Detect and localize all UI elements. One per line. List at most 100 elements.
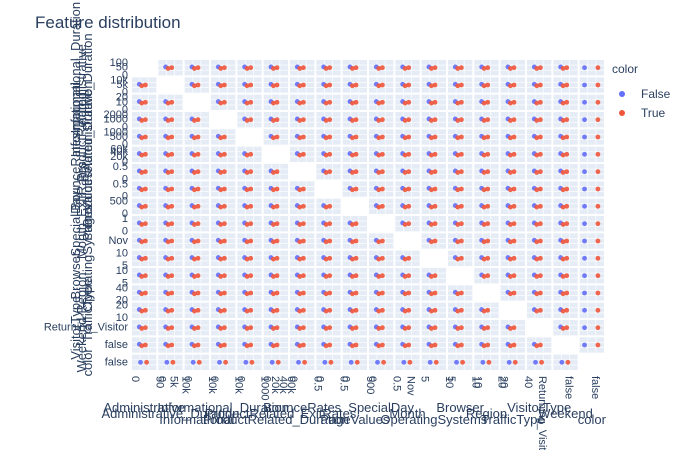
point-false — [582, 134, 587, 140]
point-true — [327, 221, 333, 227]
matrix-cell — [500, 337, 525, 353]
point-true — [353, 82, 359, 88]
point-true — [564, 325, 570, 331]
matrix-cell — [184, 268, 209, 284]
matrix-cell — [211, 60, 236, 76]
matrix-cell — [553, 94, 578, 110]
cell-background — [579, 164, 604, 180]
matrix-cell — [237, 250, 262, 266]
point-true — [221, 134, 227, 140]
x-tick-label: 5 — [445, 376, 457, 382]
point-true — [323, 326, 329, 331]
matrix-cell — [132, 198, 157, 214]
cell-background — [579, 112, 604, 128]
matrix-cell — [369, 146, 394, 162]
matrix-cell — [158, 94, 183, 110]
point-true — [595, 203, 601, 209]
y-tick-label: 10k — [110, 74, 128, 86]
point-true — [297, 187, 303, 193]
matrix-cell — [395, 129, 420, 145]
point-true — [300, 117, 306, 123]
x-tick-label: 10k — [180, 376, 192, 394]
matrix-cell — [158, 233, 183, 249]
point-true — [274, 342, 280, 348]
point-true — [485, 255, 491, 261]
point-true — [248, 255, 254, 261]
matrix-cell — [158, 268, 183, 284]
point-true — [485, 151, 491, 157]
y-tick-label: 40 — [116, 282, 128, 294]
point-true — [195, 255, 201, 261]
point-true — [353, 65, 359, 71]
x-tick-label: 0 — [155, 376, 167, 382]
legend-item-true[interactable]: True — [619, 103, 670, 122]
matrix-cell — [342, 181, 367, 197]
y-tick-label: 10 — [116, 248, 128, 260]
point-true — [350, 308, 355, 314]
matrix-cell — [132, 250, 157, 266]
point-true — [165, 118, 171, 123]
point-true — [244, 100, 250, 106]
matrix-cell — [474, 60, 499, 76]
matrix-cell — [237, 164, 262, 180]
point-true — [192, 274, 197, 279]
point-true — [560, 291, 566, 297]
point-true — [221, 99, 227, 105]
point-true — [508, 222, 513, 227]
point-true — [376, 66, 382, 71]
point-true — [429, 343, 434, 349]
point-true — [142, 117, 148, 123]
matrix-cell — [184, 181, 209, 197]
cell-background — [579, 285, 604, 301]
point-true — [376, 291, 382, 297]
matrix-cell — [211, 354, 236, 370]
point-true — [248, 325, 254, 331]
point-true — [218, 66, 224, 71]
matrix-cell — [263, 198, 288, 214]
point-true — [595, 134, 601, 140]
matrix-cell — [316, 354, 341, 370]
matrix-cell — [579, 60, 604, 76]
point-true — [274, 255, 280, 261]
point-true — [402, 256, 408, 262]
point-true — [537, 151, 543, 157]
point-true — [458, 290, 464, 296]
point-true — [433, 359, 439, 365]
y-tick-label: 10 — [116, 265, 128, 277]
point-true — [142, 273, 148, 279]
x-axis-title: Weekend — [538, 406, 593, 421]
point-true — [274, 325, 280, 331]
point-true — [353, 342, 359, 348]
point-true — [165, 308, 171, 314]
point-true — [432, 169, 438, 175]
point-true — [218, 152, 224, 158]
matrix-cell — [342, 60, 367, 76]
matrix-cell — [316, 146, 341, 162]
matrix-cell — [316, 77, 341, 93]
matrix-cell — [316, 94, 341, 110]
matrix-cell — [237, 216, 262, 232]
y-tick-label: 500 — [110, 131, 128, 143]
matrix-cell — [579, 112, 604, 128]
point-true — [432, 134, 438, 140]
matrix-cell — [527, 77, 552, 93]
matrix-cell — [395, 146, 420, 162]
point-true — [323, 256, 329, 262]
y-axis-title: Browser — [68, 251, 83, 299]
point-true — [455, 326, 461, 331]
x-tick-label: 10k — [232, 376, 244, 394]
point-true — [511, 221, 517, 227]
point-true — [327, 342, 333, 348]
point-true — [560, 152, 566, 158]
point-true — [537, 117, 543, 123]
matrix-cell — [290, 77, 315, 93]
matrix-cell — [553, 320, 578, 336]
point-true — [458, 82, 464, 88]
point-true — [353, 273, 359, 279]
point-true — [327, 169, 333, 175]
matrix-cell — [421, 354, 446, 370]
legend-item-false[interactable]: False — [619, 84, 670, 103]
matrix-cell — [211, 216, 236, 232]
matrix-cell — [395, 198, 420, 214]
point-true — [274, 238, 280, 244]
